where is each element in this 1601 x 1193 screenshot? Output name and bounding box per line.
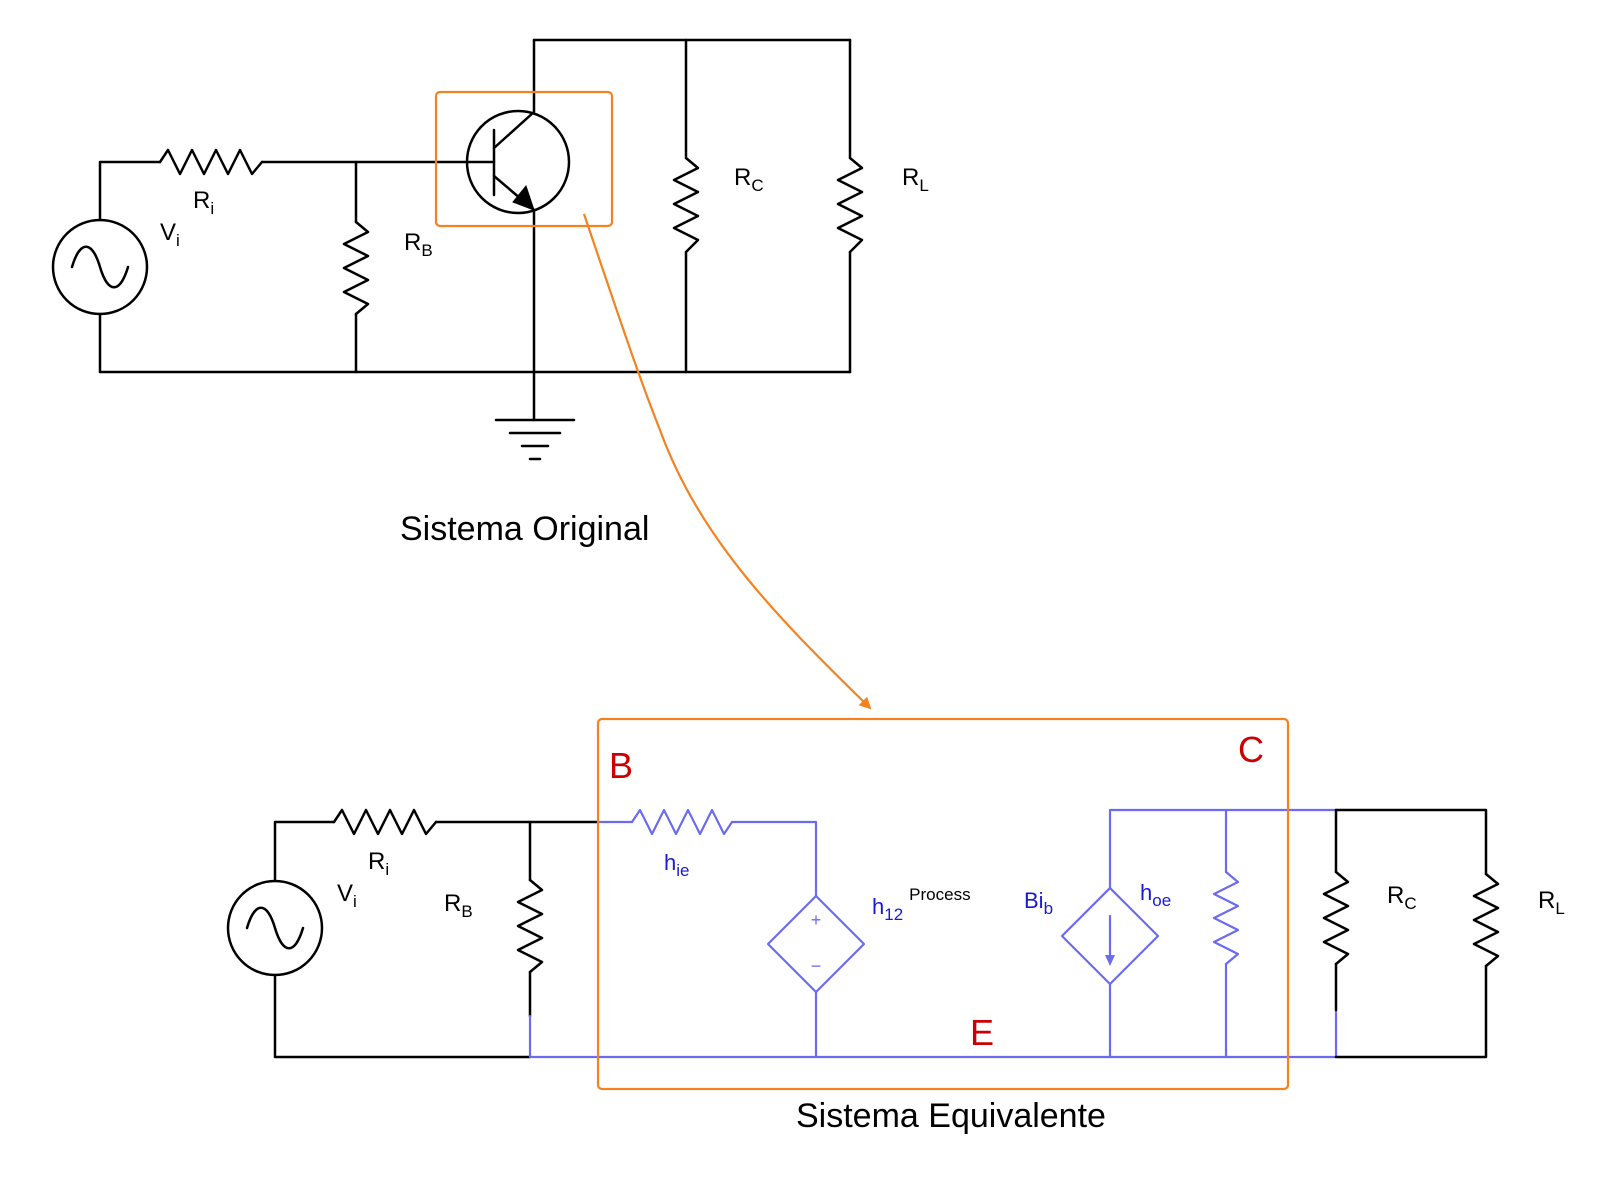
wire [730,820,818,898]
rl-resistor-equivalent [1472,872,1500,968]
vi-label-equivalent: Vi [337,880,357,911]
original-caption: Sistema Original [400,510,649,548]
minus-sign: − [811,956,822,976]
ground-wire [98,312,688,374]
rb-resistor-equivalent [516,878,544,974]
vi-label: Vi [160,219,180,250]
h12-label: h12Process [872,885,971,924]
rc-resistor [672,156,700,254]
node-b-label: B [609,745,633,786]
rc-label: RC [734,164,764,195]
wire [1334,808,1488,876]
ri-label: Ri [193,187,214,218]
rb-label: RB [404,229,433,260]
emitter-wire [528,1014,1338,1059]
wire [1334,964,1488,1059]
transistor-highlight-box [434,90,614,228]
rl-label: RL [902,164,929,195]
rl-label-equivalent: RL [1538,887,1565,918]
equivalent-caption: Sistema Equivalente [796,1097,1106,1135]
vi-source [51,218,149,316]
hoe-resistor [1212,870,1240,966]
node-c-label: C [1238,729,1264,770]
ground-symbol [494,418,576,461]
bjt-transistor [465,38,571,422]
hie-resistor [630,808,734,836]
original-system: Vi Ri RB RC RL Sistema Original [51,38,929,548]
h12-voltage-source: + − [766,894,866,994]
rc-resistor-equivalent [1322,870,1350,966]
rb-resistor [342,220,370,316]
wire [1108,808,1338,890]
vi-source-equivalent [226,879,324,977]
mapping-arrow [582,213,872,710]
bib-label: Bib [1024,888,1053,918]
hie-label: hie [664,850,689,880]
ri-label-equivalent: Ri [368,848,389,879]
ri-resistor-equivalent [332,808,438,836]
hybrid-model-box [596,717,1290,1091]
rc-label-equivalent: RC [1387,882,1417,913]
wire [98,160,162,222]
plus-sign: + [811,910,822,930]
node-e-label: E [970,1012,994,1053]
rl-resistor [836,156,864,254]
wire [273,973,532,1059]
rb-label-equivalent: RB [444,890,473,921]
equivalent-system: + − Vi Ri RB RC RL hie [226,717,1565,1135]
hoe-label: hoe [1140,880,1171,910]
wire [273,820,336,883]
ri-resistor [158,148,264,176]
